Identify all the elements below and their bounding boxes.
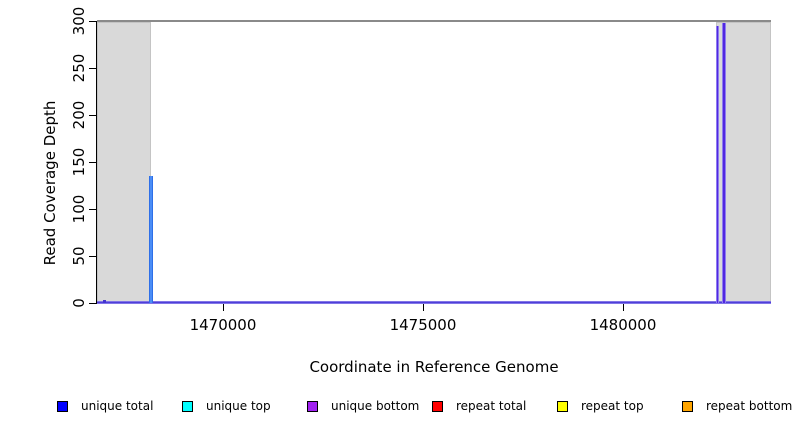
legend-label: unique top: [206, 399, 271, 413]
y-tick: [89, 161, 96, 163]
left-shaded-region: [97, 22, 151, 303]
y-tick: [89, 67, 96, 69]
zero-coverage-baseline: [97, 301, 771, 304]
y-tick-label: 50: [70, 246, 88, 266]
y-tick-label: 200: [70, 100, 88, 130]
legend-swatch-unique-total: [57, 400, 68, 412]
y-tick: [89, 114, 96, 116]
legend-label: repeat total: [456, 399, 527, 413]
x-tick: [222, 304, 224, 311]
coverage-spike: [149, 176, 153, 303]
legend-swatch-repeat-bottom: [682, 400, 693, 412]
y-axis-title: Read Coverage Depth: [41, 100, 59, 266]
y-tick: [89, 208, 96, 210]
legend-label: unique bottom: [331, 399, 420, 413]
plot-area: Read Coverage Depth: [41, 21, 771, 304]
legend-item: repeat bottom: [682, 399, 792, 413]
legend-swatch-unique-bottom: [307, 400, 318, 412]
y-tick-label: 100: [70, 194, 88, 224]
y-tick: [89, 302, 96, 304]
legend-swatch-unique-top: [182, 400, 193, 412]
legend-label: repeat top: [581, 399, 644, 413]
legend-item: repeat total: [432, 399, 526, 413]
x-tick: [422, 304, 424, 311]
legend-label: repeat bottom: [706, 399, 792, 413]
x-tick: [622, 304, 624, 311]
y-tick-label: 300: [70, 6, 88, 36]
coverage-spike: [715, 25, 719, 303]
x-tick-label: 1470000: [189, 316, 257, 334]
x-tick-label: 1475000: [389, 316, 457, 334]
legend-label: unique total: [81, 399, 154, 413]
legend-item: unique top: [182, 399, 271, 413]
legend-item: unique total: [57, 399, 153, 413]
x-axis-title: Coordinate in Reference Genome: [309, 358, 559, 376]
legend-item: unique bottom: [307, 399, 419, 413]
max-coverage-cap-line: [97, 20, 771, 22]
y-tick: [89, 255, 96, 257]
y-tick-label: 250: [70, 53, 88, 83]
legend: unique total unique top unique bottom repea…: [0, 399, 792, 419]
y-tick: [89, 20, 96, 22]
y-tick-label: 0: [70, 298, 88, 308]
legend-swatch-repeat-total: [432, 400, 443, 412]
x-tick-label: 1480000: [589, 316, 657, 334]
y-axis-line: [96, 21, 97, 304]
legend-swatch-repeat-top: [557, 400, 568, 412]
coverage-spike: [722, 22, 727, 303]
y-tick-label: 150: [70, 147, 88, 177]
legend-item: repeat top: [557, 399, 644, 413]
coverage-spike: [102, 300, 106, 303]
